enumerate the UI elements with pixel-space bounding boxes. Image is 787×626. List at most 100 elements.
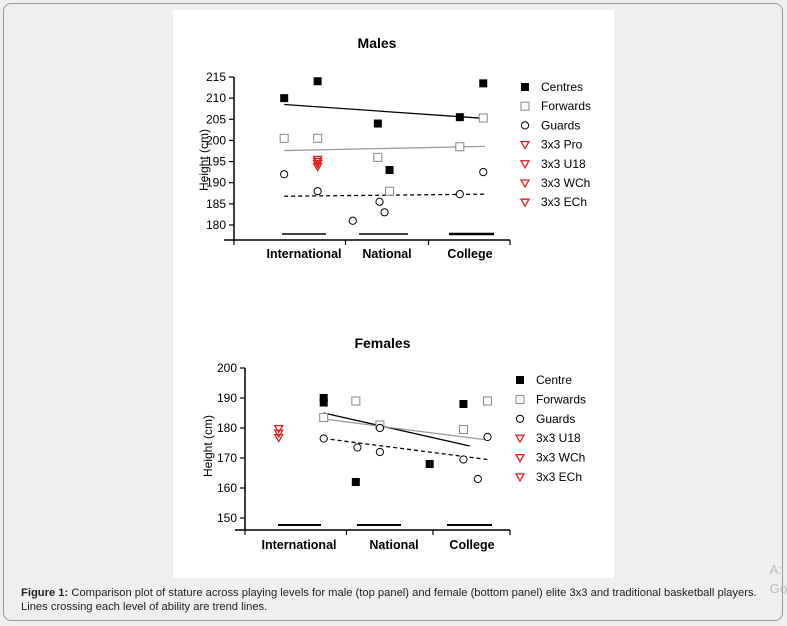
p1-point-centres-5 xyxy=(479,79,488,88)
p2-point-centre-1 xyxy=(319,398,328,407)
p1-point-guards-5 xyxy=(455,190,464,199)
p1-point-guards-3 xyxy=(375,197,384,206)
p1-y-tick-label-6: 210 xyxy=(206,91,226,105)
p2-y-tick-label-2: 170 xyxy=(217,451,237,465)
p2-category-label-0: International xyxy=(261,538,336,552)
p2-point-centre-4 xyxy=(459,400,468,408)
p2-legend-marker-3 xyxy=(514,434,526,444)
p1-trend-line-centres xyxy=(284,103,485,120)
p1-legend-label-4: 3x3 U18 xyxy=(541,157,586,171)
p2-y-tick-label-4: 190 xyxy=(217,391,237,405)
p2-y-axis-label: Height (cm) xyxy=(201,415,215,477)
p1-y-tick-label-2: 190 xyxy=(206,176,226,190)
p2-legend-marker-2 xyxy=(515,414,525,423)
p1-legend-label-1: Forwards xyxy=(541,99,591,113)
p1-point-forwards-4 xyxy=(455,142,465,152)
p2-legend-label-3: 3x3 U18 xyxy=(536,431,581,445)
p2-category-label-2: College xyxy=(449,538,494,552)
p2-point-centre-0 xyxy=(319,394,328,402)
p1-point-guards-4 xyxy=(380,208,389,217)
p2-legend-marker-0 xyxy=(516,376,524,384)
p1-point-forwards-5 xyxy=(478,113,488,123)
edge-text-1: A: xyxy=(769,562,782,577)
caption-label: Figure 1: xyxy=(21,587,69,599)
p1-point-3x3-u18-0 xyxy=(312,157,323,167)
p2-legend-label-2: Guards xyxy=(536,412,575,426)
p2-point-guards-1 xyxy=(353,443,362,452)
p1-point-centres-0 xyxy=(280,94,289,103)
p1-legend-label-5: 3x3 WCh xyxy=(541,176,590,190)
p1-point-guards-0 xyxy=(280,170,289,179)
p1-point-3x3-ech-0 xyxy=(312,162,323,172)
p2-point-forwards-4 xyxy=(483,396,493,406)
p2-legend-label-0: Centre xyxy=(536,373,572,387)
p1-legend-marker-4 xyxy=(519,160,531,170)
p1-legend-label-2: Guards xyxy=(541,118,580,132)
p2-legend-marker-1 xyxy=(515,394,525,404)
p1-legend-marker-2 xyxy=(520,121,530,130)
p1-trend-line-guards xyxy=(284,193,485,197)
p1-point-centres-2 xyxy=(373,119,382,128)
p2-point-forwards-0 xyxy=(319,413,329,422)
p2-trend-line-centre xyxy=(323,412,470,447)
p2-point-guards-2 xyxy=(375,447,385,457)
p2-chart-title: Females xyxy=(354,335,410,351)
p1-y-tick-label-1: 185 xyxy=(206,197,226,211)
p2-point-centre-3 xyxy=(425,460,434,468)
p1-point-centres-3 xyxy=(385,166,394,175)
p1-point-3x3-pro-0 xyxy=(312,155,323,165)
p1-y-tick-label-4: 200 xyxy=(206,133,226,147)
p2-legend-label-5: 3x3 ECh xyxy=(536,470,582,484)
figure-caption: Figure 1: Comparison plot of stature acr… xyxy=(21,586,771,614)
p1-legend-label-0: Centres xyxy=(541,80,583,94)
p2-legend-marker-4 xyxy=(514,453,526,463)
p2-y-tick-label-1: 160 xyxy=(217,481,237,495)
p1-legend-label-6: 3x3 ECh xyxy=(541,195,587,209)
p2-y-tick-label-0: 150 xyxy=(217,511,237,525)
p1-y-tick-label-3: 195 xyxy=(206,155,226,169)
p1-point-guards-6 xyxy=(479,168,488,177)
p1-point-centres-4 xyxy=(455,113,464,122)
p2-point-guards-0 xyxy=(319,434,328,443)
p1-point-forwards-2 xyxy=(373,152,383,162)
p2-point-forwards-1 xyxy=(351,396,361,406)
p2-legend-label-4: 3x3 WCh xyxy=(536,451,585,465)
edge-text-2: Go xyxy=(769,581,787,596)
p1-legend-label-3: 3x3 Pro xyxy=(541,138,583,152)
p1-point-centres-1 xyxy=(313,77,322,86)
p2-legend-label-1: Forwards xyxy=(536,392,586,406)
p2-y-tick-label-5: 200 xyxy=(217,361,237,375)
page-edge-text: A: Go xyxy=(770,560,787,598)
figure-panel xyxy=(173,10,614,578)
p1-trend-line-forwards xyxy=(284,145,485,152)
p2-point-guards-5 xyxy=(473,474,482,484)
p1-y-tick-label-7: 215 xyxy=(206,70,226,84)
p1-y-axis-label: Height (cm) xyxy=(197,129,211,191)
p1-legend-marker-3 xyxy=(519,140,531,150)
p1-point-forwards-0 xyxy=(279,133,289,143)
p2-point-forwards-3 xyxy=(458,425,468,434)
p2-point-centre-2 xyxy=(351,478,360,486)
p2-point-3x3-ech-0 xyxy=(273,433,284,443)
p1-chart-title: Males xyxy=(358,35,397,51)
p1-point-forwards-1 xyxy=(313,133,323,143)
p2-point-guards-6 xyxy=(483,432,492,442)
p1-y-tick-label-0: 180 xyxy=(206,218,226,232)
p1-category-label-2: College xyxy=(447,247,492,261)
p1-legend-marker-1 xyxy=(520,101,530,111)
p2-point-guards-4 xyxy=(459,455,468,464)
p2-legend-marker-5 xyxy=(514,473,526,483)
p1-category-label-1: National xyxy=(362,247,411,261)
p2-y-tick-label-3: 180 xyxy=(217,421,237,435)
p2-category-label-1: National xyxy=(369,538,418,552)
p2-point-3x3-u18-0 xyxy=(273,424,284,434)
p2-trend-line-forwards xyxy=(323,418,488,441)
p1-point-guards-2 xyxy=(348,216,357,225)
p1-y-tick-label-5: 205 xyxy=(206,112,226,126)
p2-point-3x3-wch-0 xyxy=(273,429,284,439)
p1-legend-marker-5 xyxy=(519,179,531,189)
p1-point-forwards-3 xyxy=(385,186,395,196)
p1-legend-marker-6 xyxy=(519,198,531,208)
p2-point-guards-3 xyxy=(375,423,385,433)
